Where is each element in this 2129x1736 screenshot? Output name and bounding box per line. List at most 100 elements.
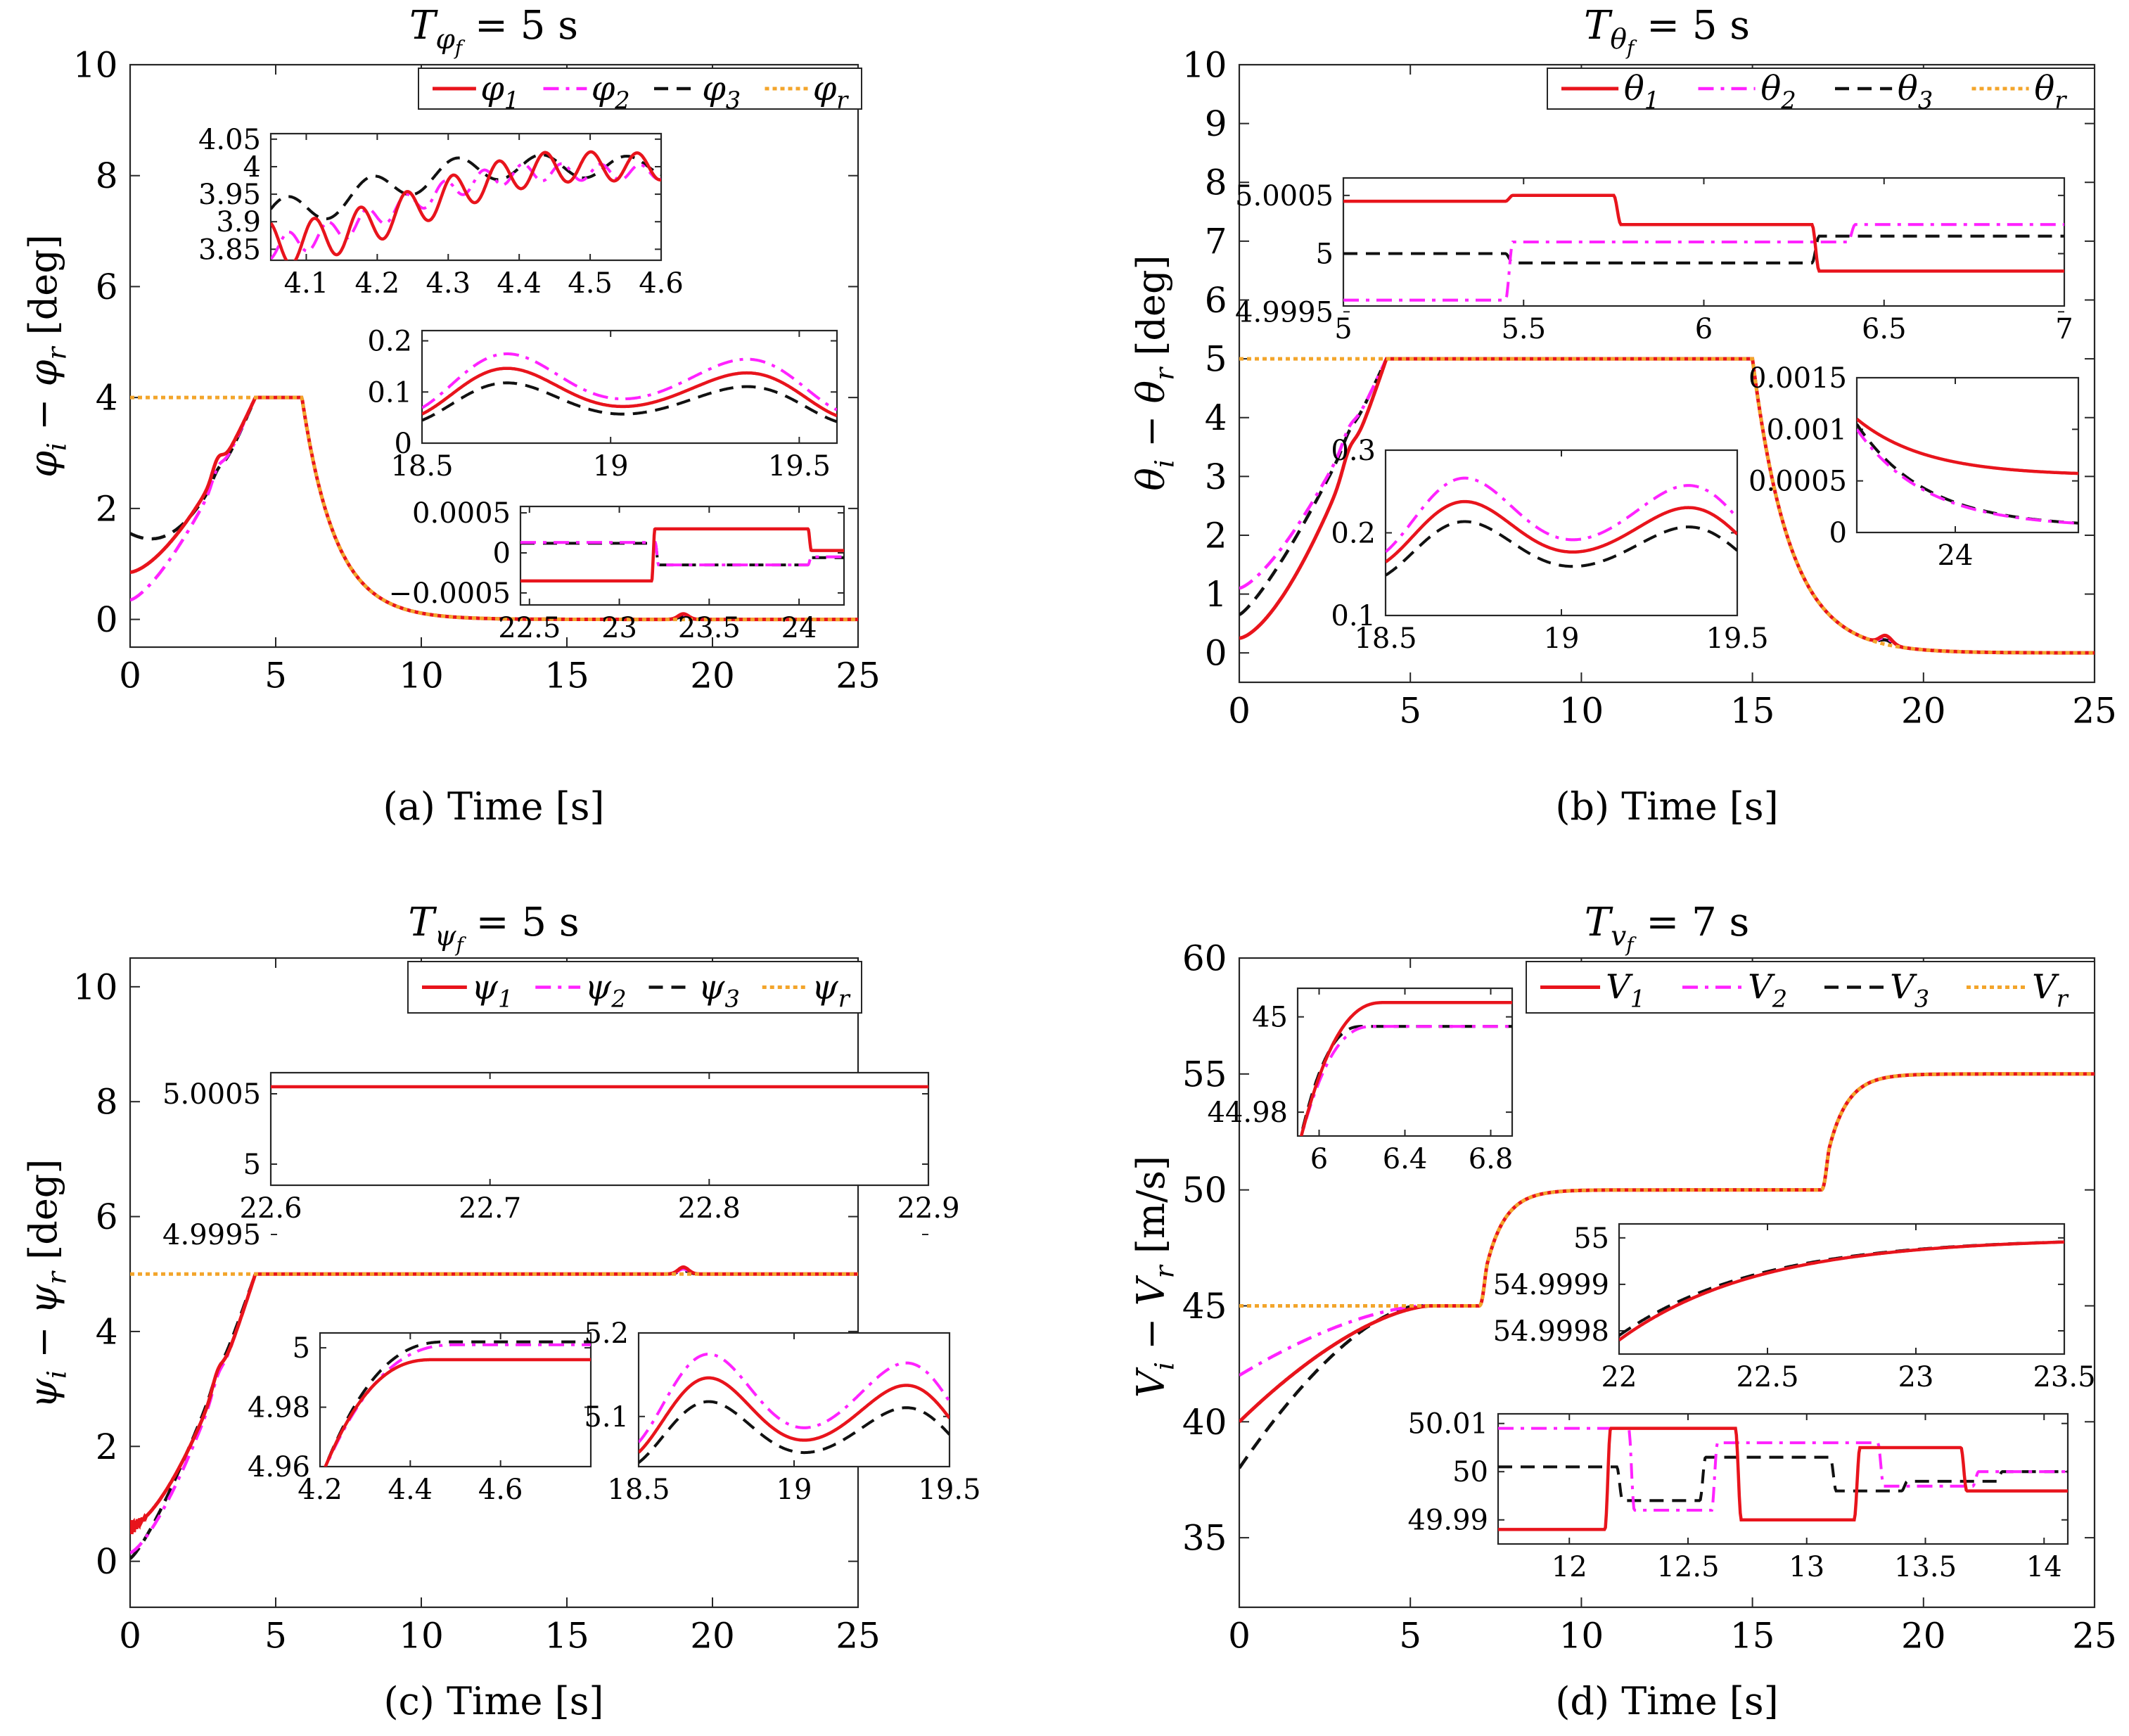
chart-b-inset-3-ytick-label: 0.001 (1766, 414, 1847, 446)
chart-c-ytick-label: 4 (96, 1311, 118, 1352)
chart-a-inset-3-ytick-label: −0.0005 (389, 577, 511, 610)
chart-a-inset-3-series-2 (520, 541, 844, 567)
chart-d-inset-1-xtick-label: 6.4 (1383, 1143, 1428, 1175)
chart-b-inset-1-xtick-label: 6 (1695, 313, 1713, 345)
chart-a-inset-1-xtick-label: 4.3 (426, 267, 471, 300)
chart-c-xtick-label: 25 (836, 1616, 881, 1657)
chart-b-inset-2-ytick-label: 0.1 (1331, 600, 1376, 632)
chart-d-xtick-label: 20 (1901, 1616, 1946, 1657)
chart-a-inset-2-ytick-label: 0 (395, 428, 412, 460)
chart-a-xtick-label: 5 (264, 656, 287, 696)
chart-d-inset-2-xtick-label: 23 (1898, 1361, 1934, 1393)
chart-d-series-2 (1239, 1072, 2095, 1377)
chart-b-inset-1-xtick-label: 5 (1334, 313, 1352, 345)
chart-d-ytick-label: 45 (1182, 1286, 1227, 1327)
chart-b-inset-1-ytick-label: 5 (1316, 238, 1334, 271)
chart-d-inset-1-series-1 (1299, 1001, 1512, 1136)
chart-d-legend-label-4: Vr (2032, 968, 2069, 1013)
chart-d-ytick-label: 40 (1182, 1402, 1227, 1443)
chart-d-legend-label-3: V3 (1890, 968, 1929, 1013)
chart-c-legend-label-1: ψ1 (471, 968, 513, 1013)
chart-c-ylabel: ψi − ψr [deg] (21, 1159, 72, 1409)
chart-a-ytick-label: 0 (96, 599, 118, 640)
chart-d-xlabel: (d) Time [s] (1555, 1679, 1778, 1723)
chart-b-inset-3-ytick-label: 0 (1829, 517, 1847, 549)
chart-c-inset-2-frame (319, 1332, 592, 1468)
chart-c-legend-label-3: ψ3 (698, 968, 740, 1013)
chart-c-inset-2-xtick-label: 4.4 (388, 1474, 433, 1506)
chart-b-inset-2-frame (1384, 449, 1739, 617)
chart-a-series-ref (130, 395, 858, 622)
panel-c: 0 5 10 15 20 25 0 2 4 6 8 10 Tψf = 5 s (c) Time [s] ψi… (21, 900, 981, 1723)
chart-a-ytick-label: 2 (96, 488, 118, 529)
chart-a-inset-1-ytick-label: 4.05 (198, 124, 261, 156)
chart-b-ytick-label: 10 (1182, 45, 1227, 86)
chart-a-ytick-label: 6 (96, 267, 118, 307)
chart-a-inset-2-xtick-label: 19 (593, 450, 629, 483)
chart-d-inset-3-series-1 (1498, 1427, 2068, 1531)
chart-c-inset-2-ytick-label: 5 (293, 1332, 310, 1365)
chart-b-inset-3-frame (1855, 376, 2080, 534)
chart-c-inset-3-xtick-label: 19.5 (918, 1474, 980, 1506)
chart-c-ytick-label: 8 (96, 1082, 118, 1123)
chart-d-inset-3-xtick-label: 13.5 (1894, 1551, 1957, 1583)
chart-b-inset-2-xtick-label: 19.5 (1706, 623, 1768, 655)
chart-d-inset-2-ytick-label: 54.9998 (1493, 1315, 1609, 1348)
chart-c-xlabel: (c) Time [s] (383, 1679, 603, 1723)
chart-d-inset-1-xtick-label: 6.8 (1469, 1143, 1514, 1175)
chart-a-inset-1-ytick-label: 3.9 (216, 206, 261, 238)
chart-a-inset-1-ytick-label: 4 (243, 151, 261, 184)
chart-b-ytick-label: 4 (1205, 397, 1227, 438)
chart-a-inset-2-ytick-label: 0.1 (367, 376, 412, 409)
chart-b-inset-2-xtick-label: 19 (1544, 623, 1580, 655)
chart-a-xlabel: (a) Time [s] (383, 784, 605, 829)
chart-a-inset-3-ytick-label: 0 (493, 537, 511, 570)
chart-b-ytick-label: 7 (1205, 221, 1227, 262)
chart-c-inset-2-ytick-label: 4.98 (248, 1392, 310, 1424)
chart-c-inset-3-xtick-label: 18.5 (607, 1474, 670, 1506)
chart-d-legend-label-2: V2 (1748, 968, 1787, 1013)
chart-a-inset-1-xtick-label: 4.6 (639, 267, 684, 300)
chart-a-inset-2-series-1 (422, 366, 837, 418)
chart-c-inset-3-xtick-label: 19 (776, 1474, 812, 1506)
chart-d-lines (1239, 1072, 2095, 1469)
chart-b-inset-2-ytick-label: 0.3 (1331, 435, 1376, 467)
chart-c-legend-label-2: ψ2 (585, 968, 627, 1013)
chart-d-ytick-label: 60 (1182, 938, 1227, 979)
chart-d-inset-2-xtick-label: 22 (1601, 1361, 1637, 1393)
chart-d-inset-3-series-2 (1498, 1427, 2068, 1512)
chart-c-inset-2: 4.2 4.4 4.6 4.96 4.98 5 (248, 1332, 592, 1506)
chart-d-inset-3-ytick-label: 49.99 (1407, 1505, 1488, 1537)
chart-d-xtick-label: 25 (2072, 1616, 2117, 1657)
chart-b-inset-1-xtick-label: 7 (2055, 313, 2073, 345)
chart-c-inset-2-series-2 (324, 1343, 591, 1467)
chart-b-legend-label-1: θ1 (1624, 69, 1659, 114)
chart-b-inset-3-series-1 (1857, 417, 2078, 476)
chart-b-ytick-label: 2 (1205, 515, 1227, 556)
chart-b-xtick-label: 5 (1399, 691, 1421, 732)
chart-d-xtick-label: 0 (1228, 1616, 1251, 1657)
chart-c-inset-2-ytick-label: 4.96 (248, 1451, 310, 1483)
chart-a-xtick-label: 10 (399, 656, 444, 696)
chart-d-inset-3-ytick-label: 50.01 (1407, 1408, 1488, 1441)
chart-a-inset-3: 22.5 23 23.5 24 −0.0005 0 0.0005 (389, 497, 845, 644)
chart-a-xtick-label: 25 (836, 656, 881, 696)
chart-d-inset-3-series-3 (1498, 1455, 2068, 1502)
chart-b-xtick-label: 0 (1228, 691, 1251, 732)
chart-c-inset-1-xtick-label: 22.7 (459, 1192, 521, 1225)
chart-c-xtick-label: 15 (544, 1616, 589, 1657)
chart-c-ytick-label: 0 (96, 1541, 118, 1582)
chart-b-xtick-label: 25 (2072, 691, 2117, 732)
chart-b-inset-1-series-1 (1343, 193, 2064, 273)
chart-a-legend-label-4: φr (813, 69, 850, 114)
chart-a-ytick-label: 8 (96, 155, 118, 196)
chart-c-inset-3-ytick-label: 5.1 (584, 1401, 629, 1434)
chart-b-ytick-label: 9 (1205, 103, 1227, 144)
chart-a-inset-3-xtick-label: 23 (601, 612, 637, 644)
chart-d-inset-2-xtick-label: 22.5 (1736, 1361, 1798, 1393)
chart-c-xtick-label: 5 (264, 1616, 287, 1657)
chart-a-legend-label-1: φ1 (480, 69, 519, 114)
chart-a-inset-2-series-2 (422, 352, 837, 411)
chart-b-legend-label-3: θ3 (1898, 69, 1933, 114)
